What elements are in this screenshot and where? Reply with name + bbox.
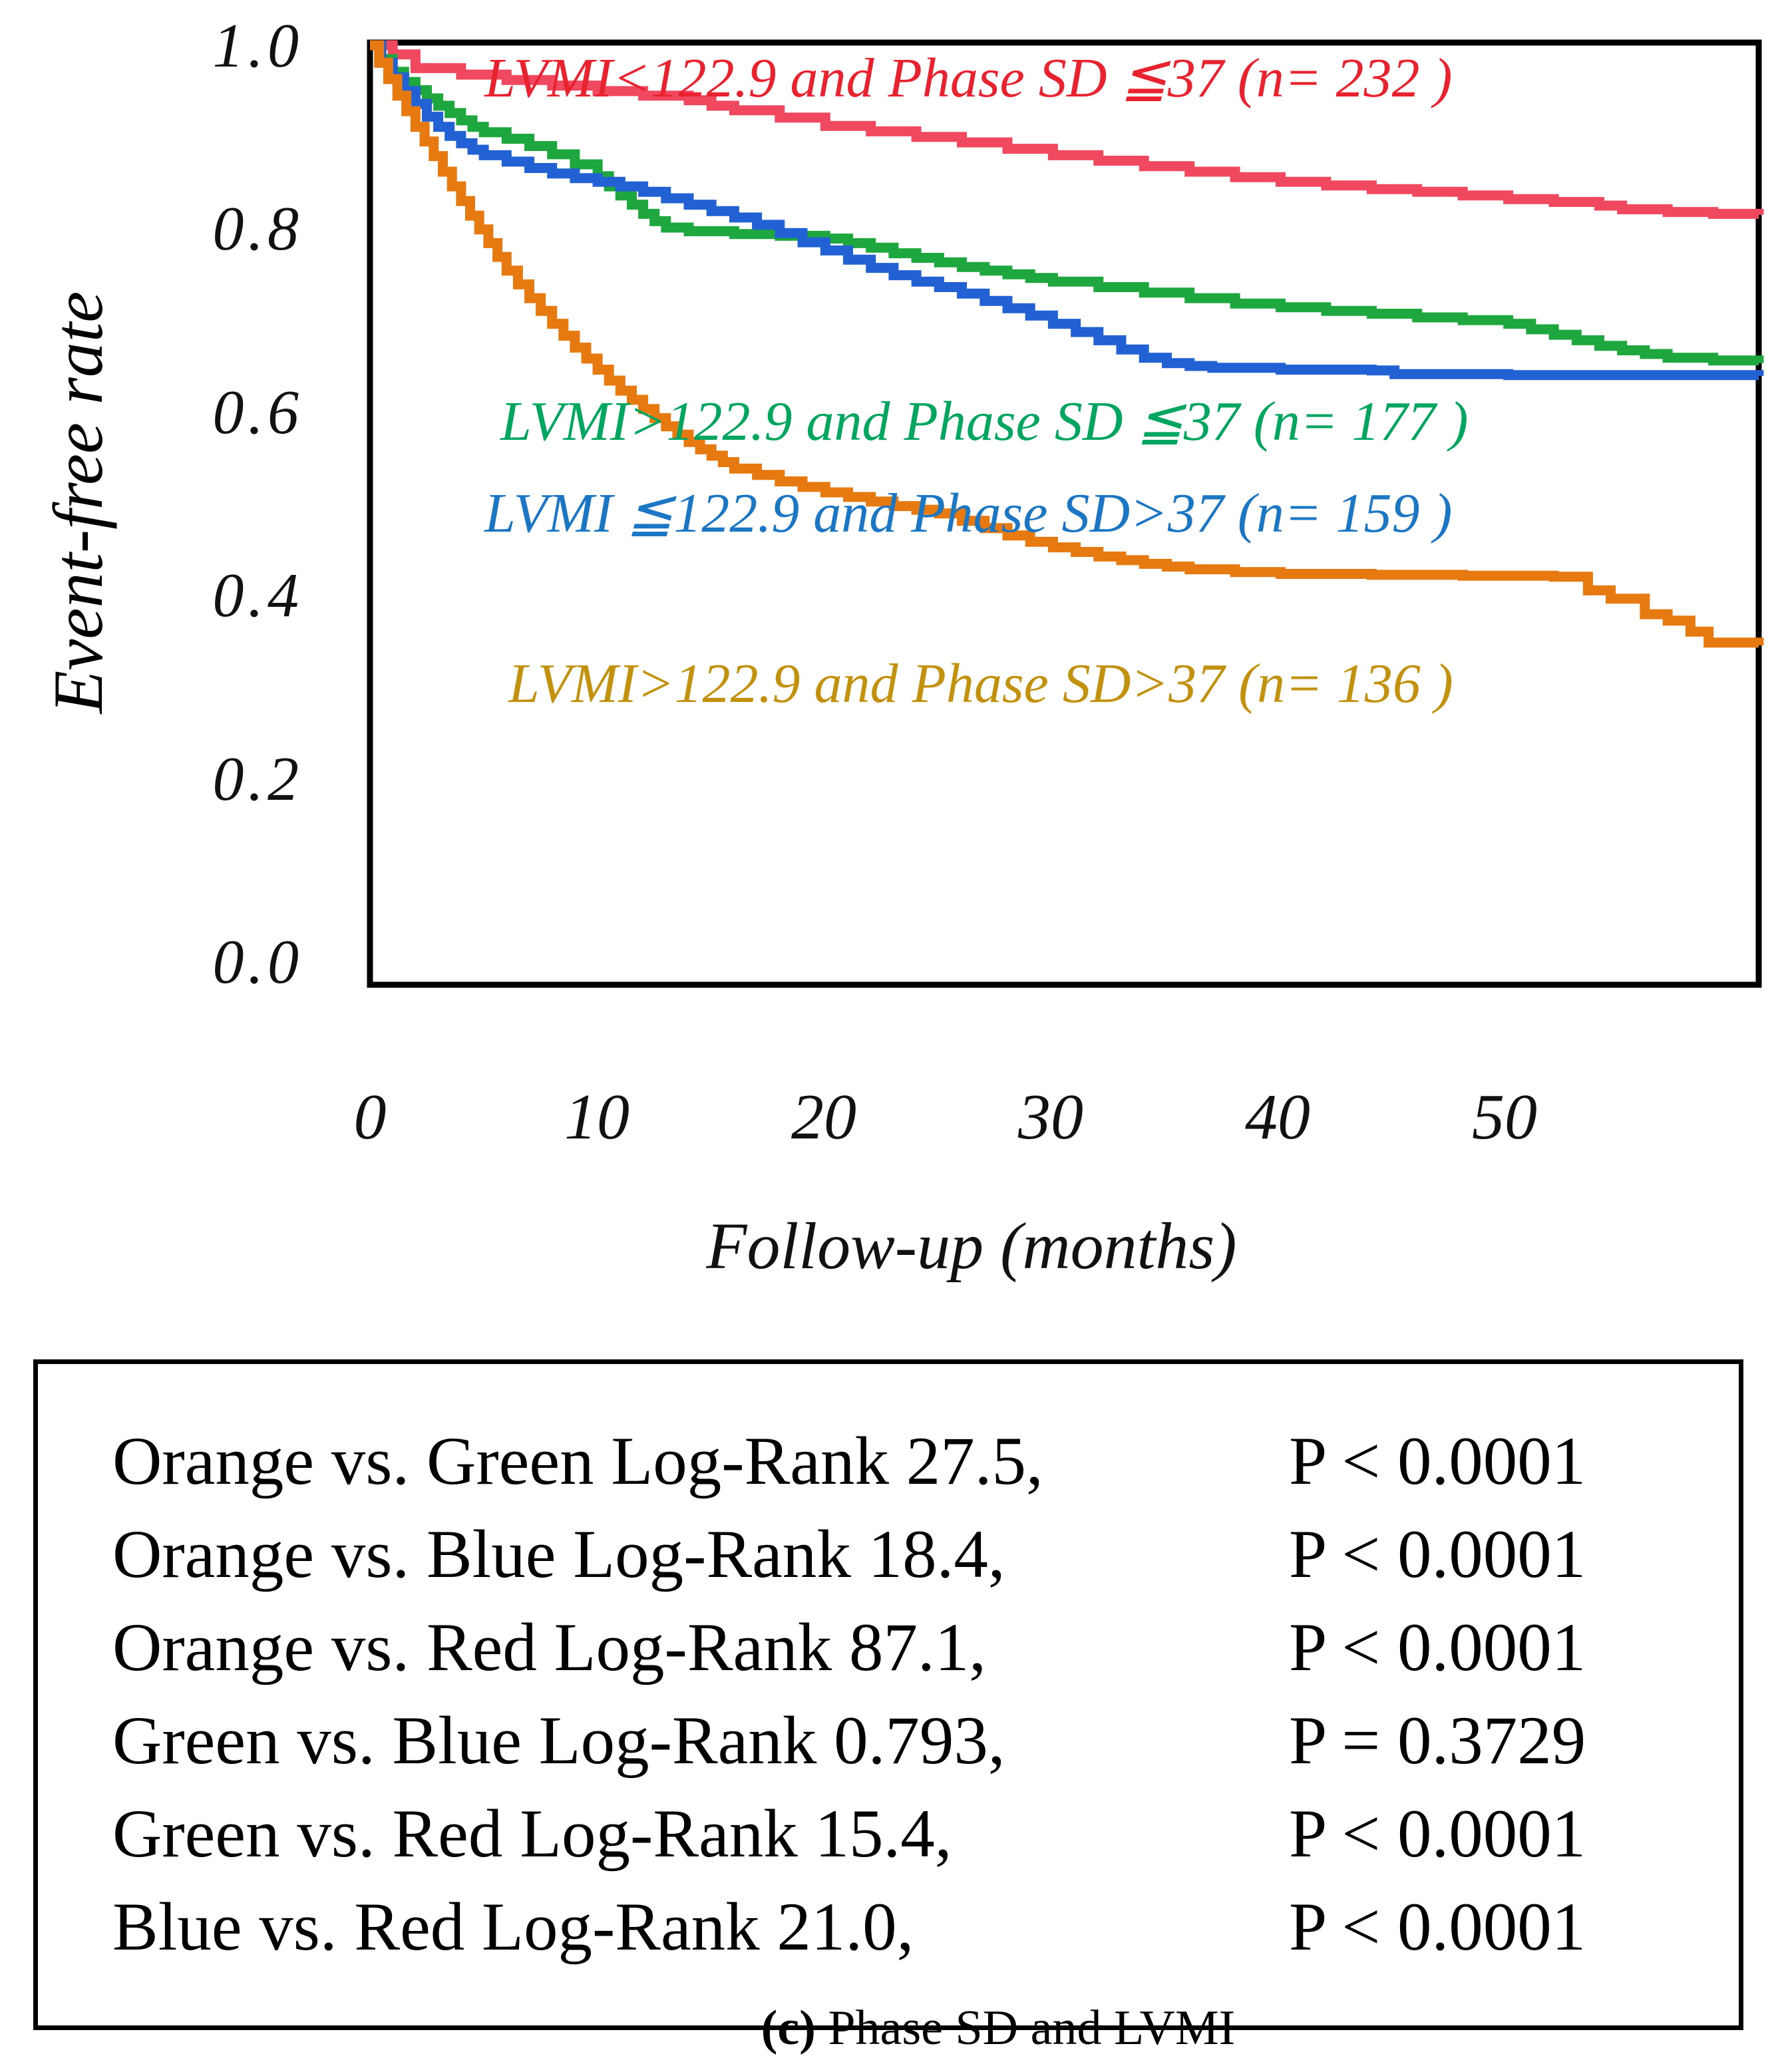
legend-red-group: LVMI<122.9 and Phase SD ≦37 (n= 232 ): [484, 47, 1453, 109]
km-survival-chart: Event-free rate 1.0 0.8 0.6 0.4 0.2 0.0 …: [0, 0, 1778, 1283]
stats-comparison: Orange vs. Red Log-Rank 87.1,: [112, 1610, 986, 1685]
caption-text: Phase SD and LVMI: [815, 2001, 1236, 2055]
x-tick-30: 30: [1018, 1081, 1083, 1153]
plot-border: [367, 39, 1762, 988]
km-curve-blue: [370, 40, 1764, 381]
x-axis-ticks: 0 10 20 30 40 50: [0, 1085, 1778, 1171]
y-tick-0.8: 0.8: [212, 194, 303, 263]
km-curve-orange: [370, 40, 1764, 648]
log-rank-stats-box: Orange vs. Green Log-Rank 27.5, P < 0.00…: [33, 1359, 1743, 2030]
x-tick-10: 10: [564, 1081, 629, 1153]
y-tick-0.2: 0.2: [212, 745, 303, 814]
stats-row: Orange vs. Green Log-Rank 27.5, P < 0.00…: [38, 1415, 1739, 1508]
stats-row: Green vs. Red Log-Rank 15.4, P < 0.0001: [38, 1787, 1739, 1880]
y-tick-1.0: 1.0: [212, 11, 303, 81]
stats-row: Orange vs. Red Log-Rank 87.1, P < 0.0001: [38, 1601, 1739, 1694]
figure-caption: (c) Phase SD and LVMI: [761, 2000, 1236, 2057]
y-tick-0.4: 0.4: [212, 561, 303, 630]
stats-p-value: P < 0.0001: [1289, 1610, 1586, 1685]
stats-comparison: Orange vs. Green Log-Rank 27.5,: [112, 1423, 1043, 1499]
stats-row: Green vs. Blue Log-Rank 0.793, P = 0.372…: [38, 1694, 1739, 1787]
y-tick-0.6: 0.6: [212, 378, 303, 447]
stats-row: Orange vs. Blue Log-Rank 18.4, P < 0.000…: [38, 1508, 1739, 1601]
x-tick-0: 0: [353, 1081, 387, 1153]
caption-label: (c): [761, 2001, 816, 2055]
stats-comparison: Green vs. Blue Log-Rank 0.793,: [112, 1703, 1005, 1779]
y-tick-0.0: 0.0: [212, 928, 303, 997]
km-plot-canvas: [367, 39, 1764, 988]
stats-comparison: Orange vs. Blue Log-Rank 18.4,: [112, 1516, 1005, 1592]
stats-row: Blue vs. Red Log-Rank 21.0, P < 0.0001: [38, 1880, 1739, 1974]
legend-blue-group: LVMI ≦122.9 and Phase SD>37 (n= 159 ): [484, 482, 1453, 544]
stats-p-value: P = 0.3729: [1289, 1703, 1586, 1779]
x-tick-40: 40: [1245, 1081, 1310, 1153]
legend-orange-group: LVMI>122.9 and Phase SD>37 (n= 136 ): [508, 653, 1453, 715]
legend-green-group: LVMI>122.9 and Phase SD ≦37 (n= 177 ): [500, 391, 1469, 452]
stats-p-value: P < 0.0001: [1289, 1423, 1586, 1499]
stats-p-value: P < 0.0001: [1289, 1796, 1586, 1872]
stats-p-value: P < 0.0001: [1289, 1516, 1586, 1592]
km-curve-green: [370, 40, 1764, 366]
x-axis-title: Follow-up (months): [706, 1209, 1237, 1283]
stats-comparison: Blue vs. Red Log-Rank 21.0,: [112, 1889, 914, 1965]
y-axis-ticks: 1.0 0.8 0.6 0.4 0.2 0.0: [73, 0, 303, 998]
stats-comparison: Green vs. Red Log-Rank 15.4,: [112, 1796, 952, 1872]
x-tick-50: 50: [1472, 1081, 1537, 1153]
x-tick-20: 20: [791, 1081, 856, 1153]
stats-p-value: P < 0.0001: [1289, 1889, 1586, 1965]
km-curve-red: [370, 40, 1764, 219]
